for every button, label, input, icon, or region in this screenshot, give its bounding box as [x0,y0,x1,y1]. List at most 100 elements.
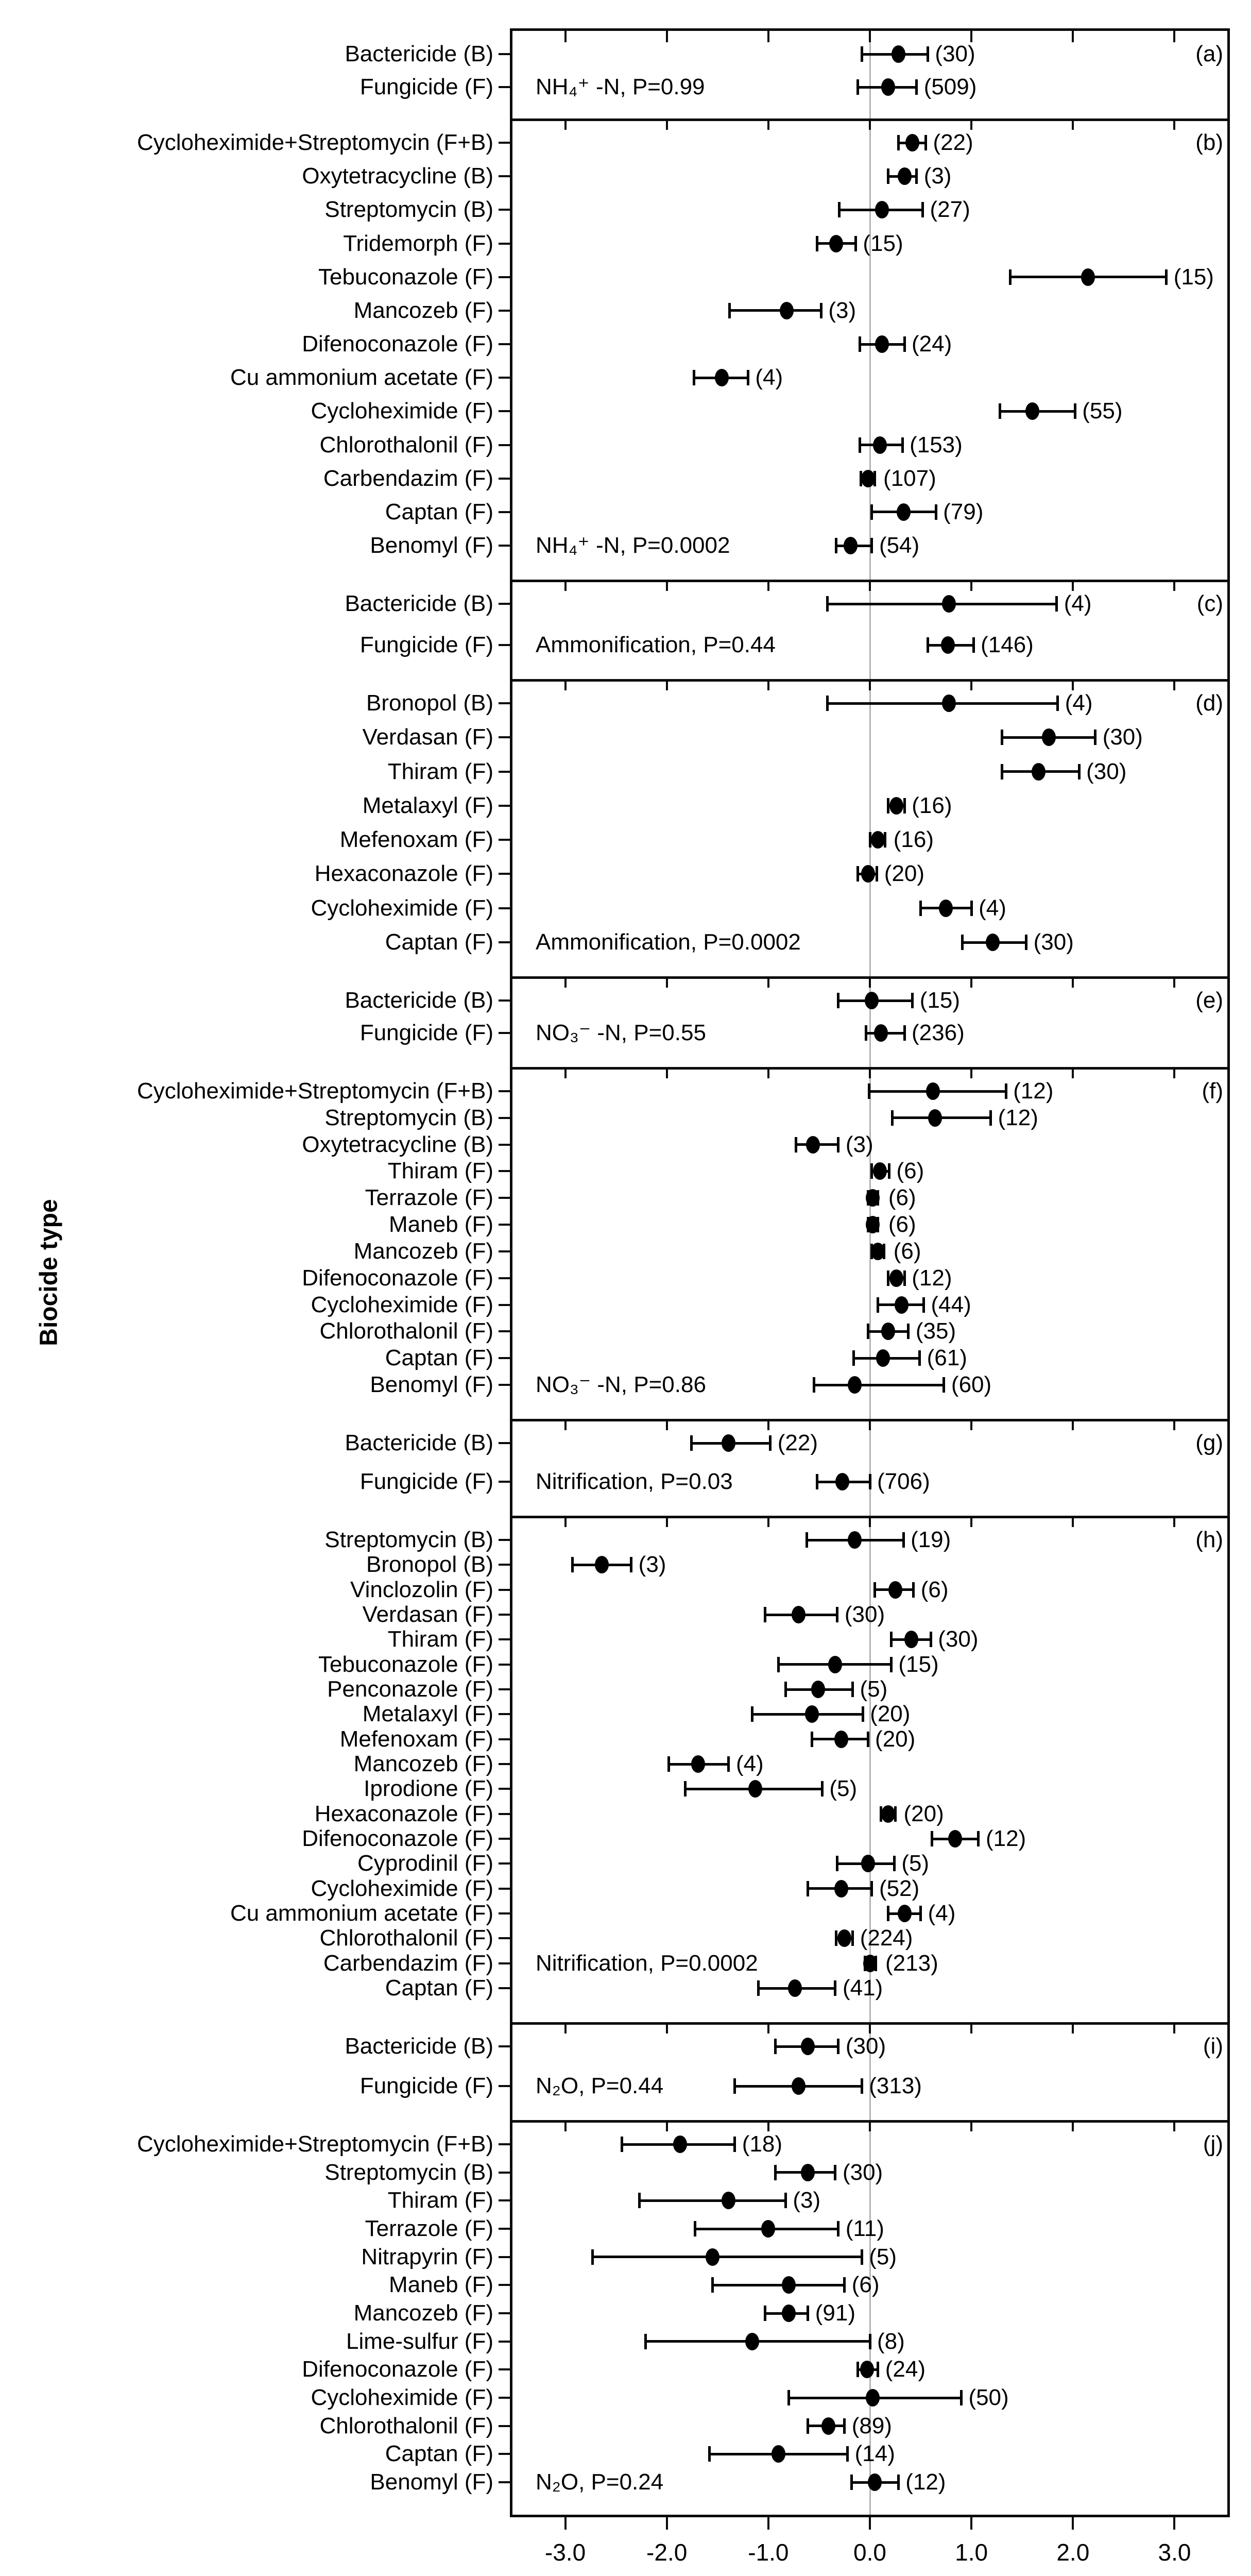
row-label: Mancozeb (F) [353,2300,493,2326]
panel-annotation: NO₃⁻ -N, P=0.86 [536,1372,706,1397]
x-tick [869,2120,871,2131]
row-label: Fungicide (F) [359,1469,493,1494]
n-count-label: (60) [951,1372,992,1397]
point-marker [792,1606,806,1623]
row-label: Fungicide (F) [359,632,493,657]
x-tick [970,118,973,130]
y-tick [499,209,510,211]
error-bar-cap-left [784,1682,787,1697]
error-bar-cap-left [930,1831,933,1846]
error-bar-cap-left [961,935,964,950]
n-count-label: (18) [742,2131,783,2157]
y-tick [499,1143,510,1146]
error-bar-cap-right [1165,269,1168,285]
n-count-label: (30) [1033,929,1074,955]
row-label: Streptomycin (B) [324,1527,493,1552]
point-marker [881,1805,895,1823]
y-tick [499,1442,510,1444]
y-tick [499,1090,510,1092]
error-bar-cap-right [926,46,929,62]
error-bar-cap-left [777,1656,780,1672]
error-bar-cap-left [811,1731,814,1747]
error-bar-cap-left [886,798,889,814]
n-count-label: (6) [888,1185,916,1211]
error-bar [639,2199,786,2202]
y-tick [499,242,510,245]
n-count-label: (15) [919,988,961,1013]
x-tick [1072,2022,1074,2033]
y-tick [499,644,510,646]
error-bar-cap-right [1004,1083,1007,1099]
y-tick [499,477,510,480]
row-label: Hexaconazole (F) [314,1801,493,1826]
point-marker [891,45,905,63]
row-label: Difenoconazole (F) [302,1265,493,1291]
error-bar-cap-right [897,2475,900,2490]
n-count-label: (3) [638,1552,666,1578]
error-bar-cap-left [807,2418,810,2434]
error-bar-cap-left [571,1557,574,1573]
row-label: Terrazole (F) [365,2216,493,2241]
row-label: Bactericide (B) [345,988,493,1013]
y-tick [499,1688,510,1690]
x-tick [1173,2022,1176,2033]
error-bar-cap-left [826,596,829,612]
y-tick [499,941,510,943]
x-tick [665,1516,668,1527]
panel-letter: (j) [1203,2131,1223,2157]
row-label: Captan (F) [385,929,493,955]
n-count-label: (16) [893,827,934,853]
panel-annotation: Nitrification, P=0.0002 [536,1950,758,1976]
error-bar-cap-right [851,1930,854,1946]
point-marker [779,301,794,319]
y-tick [499,142,510,144]
row-label: Cycloheximide+Streptomycin (F+B) [136,1078,493,1104]
row-label: Cycloheximide (F) [311,398,493,424]
row-label: Chlorothalonil (F) [319,1925,493,1951]
panel-annotation: N₂O, P=0.44 [536,2073,664,2098]
error-bar-cap-left [836,1856,839,1872]
error-bar-cap-right [911,993,914,1008]
error-bar-cap-right [837,2039,840,2054]
y-tick [499,1663,510,1666]
x-tick [564,2022,567,2033]
y-tick [499,1224,510,1226]
row-label: Vinclozolin (F) [350,1577,493,1602]
point-marker [829,234,844,252]
error-bar-cap-left [787,2390,790,2405]
row-label: Hexaconazole (F) [314,861,493,887]
x-tick [1072,31,1074,42]
error-bar-cap-left [806,1532,809,1548]
y-tick [499,511,510,513]
x-tick [970,580,973,591]
point-marker [939,899,953,917]
n-count-label: (236) [912,1020,965,1045]
n-count-label: (706) [877,1469,930,1494]
x-tick [1173,1067,1176,1078]
point-marker [595,1556,609,1574]
n-count-label: (12) [998,1105,1038,1130]
error-bar-cap-left [794,1137,797,1153]
y-tick [499,2143,510,2145]
error-bar-cap-left [708,2446,711,2462]
x-tick-label: -1.0 [748,2539,789,2566]
error-bar [592,2256,862,2259]
n-count-label: (5) [901,1851,930,1876]
error-bar-cap-left [919,900,922,916]
y-tick [499,410,510,413]
n-count-label: (107) [883,465,936,491]
error-bar-cap-left [856,79,859,95]
point-marker [868,2473,882,2491]
plot-area: (30) (509) (a) NH₄⁺ -N, P=0.99 (22) (3) (27) (1… [499,28,1230,2517]
row-label: Captan (F) [385,499,493,524]
y-tick [499,907,510,909]
n-count-label: (313) [869,2073,922,2098]
row-label: Carbendazim (F) [323,465,493,491]
y-tick [499,2481,510,2483]
x-tick [767,118,769,130]
error-bar-cap-left [868,832,871,848]
error-bar-cap-left [774,2039,777,2054]
row-label: Nitrapyrin (F) [361,2244,493,2269]
row-label: Chlorothalonil (F) [319,2413,493,2438]
